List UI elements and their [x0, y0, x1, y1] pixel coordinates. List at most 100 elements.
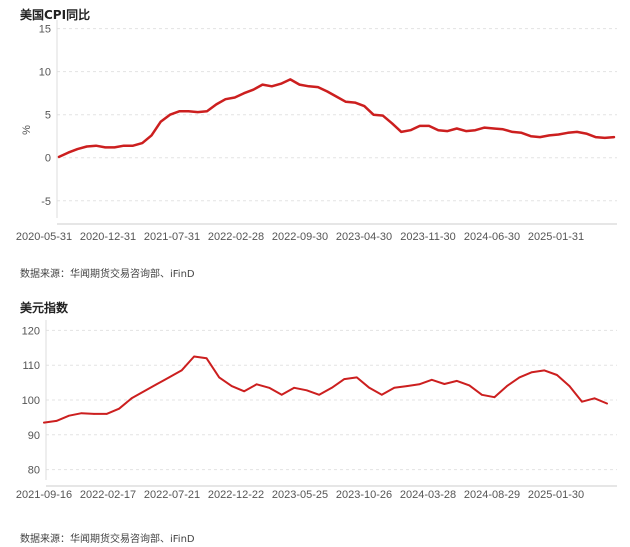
data-point — [335, 95, 338, 98]
data-point — [456, 380, 458, 382]
y-tick-label: 100 — [22, 395, 40, 407]
data-point — [68, 414, 70, 417]
data-point — [474, 129, 477, 131]
data-point — [406, 385, 408, 387]
cpi-line-chart: 15 10 5 0 -5% 2020-05-31 2020-12-31 2021-07-31 2… — [16, 20, 617, 243]
y-tick-label: 110 — [22, 360, 40, 372]
data-point — [80, 412, 83, 414]
data-point — [255, 383, 258, 386]
data-point — [318, 394, 321, 396]
data-point — [43, 421, 45, 424]
x-tick-label: 2021-09-16 — [16, 489, 72, 501]
y-tick-label: 120 — [22, 325, 40, 337]
data-point — [113, 146, 116, 149]
data-point — [155, 383, 158, 386]
data-point — [483, 126, 486, 129]
y-tick-label: 90 — [28, 430, 40, 442]
data-point — [568, 385, 571, 387]
x-tick-label: 2024-06-30 — [464, 231, 520, 243]
dxy-chart-title: 美元指数 — [20, 301, 69, 315]
data-point — [187, 110, 190, 113]
x-tick-label: 2022-02-28 — [208, 231, 264, 243]
cpi-chart-source: 数据来源：华闻期货交易咨询部、iFinD — [20, 269, 195, 280]
y-tick-label: 0 — [45, 153, 51, 165]
data-point — [95, 144, 97, 147]
data-point — [356, 376, 358, 379]
data-point — [58, 156, 60, 158]
data-point — [234, 96, 236, 99]
data-point — [55, 420, 58, 422]
data-point — [456, 127, 458, 130]
data-point — [105, 413, 108, 415]
data-point — [76, 148, 79, 150]
x-tick-label: 2022-12-22 — [208, 489, 264, 501]
data-point — [443, 383, 446, 385]
data-point — [218, 376, 220, 379]
data-point — [252, 88, 255, 91]
data-point — [280, 394, 283, 396]
x-tick-label: 2025-01-31 — [528, 231, 584, 243]
data-point — [593, 397, 596, 400]
data-point — [271, 85, 273, 88]
data-point — [431, 379, 433, 381]
data-point — [289, 78, 292, 81]
data-point — [520, 132, 523, 134]
series-line — [43, 355, 608, 424]
data-point — [613, 136, 615, 138]
data-point — [372, 113, 375, 116]
data-point — [104, 146, 107, 149]
data-point — [261, 83, 264, 86]
x-tick-label: 2025-01-30 — [528, 489, 584, 501]
data-point — [143, 390, 145, 393]
x-tick-label: 2020-05-31 — [16, 231, 72, 243]
x-tick-label: 2023-11-30 — [400, 231, 455, 243]
data-point — [132, 144, 134, 147]
x-tick-label: 2022-02-17 — [80, 489, 136, 501]
data-point — [197, 111, 199, 113]
data-point — [280, 82, 282, 85]
data-point — [468, 384, 471, 387]
data-point — [594, 136, 597, 138]
data-point — [293, 387, 296, 389]
data-point — [363, 105, 366, 107]
data-point — [493, 127, 495, 130]
data-point — [418, 383, 421, 386]
data-point — [308, 85, 310, 88]
data-point — [368, 387, 371, 389]
data-point — [493, 396, 496, 398]
x-tick-label: 2024-08-29 — [464, 489, 520, 501]
data-point — [168, 376, 170, 379]
data-point — [567, 132, 569, 134]
data-point — [343, 378, 346, 380]
x-tick-label: 2023-10-26 — [336, 489, 392, 501]
data-point — [206, 110, 208, 113]
cpi-chart-title: 美国CPI同比 — [20, 8, 91, 22]
x-tick-label: 2022-09-30 — [272, 231, 328, 243]
data-point — [556, 374, 558, 376]
data-point — [428, 125, 430, 127]
data-point — [506, 385, 508, 387]
data-point — [118, 407, 120, 410]
data-point — [123, 144, 125, 147]
dxy-chart-source: 数据来源：华闻期货交易咨询部、iFinD — [20, 534, 195, 545]
data-point — [606, 402, 608, 405]
data-point — [604, 137, 606, 139]
data-point — [391, 122, 393, 125]
y-axis-label: % — [21, 125, 33, 135]
data-point — [243, 92, 245, 94]
data-point — [502, 128, 504, 131]
y-tick-label: -5 — [41, 196, 51, 208]
data-point — [354, 101, 356, 104]
data-point — [178, 110, 181, 113]
data-point — [531, 371, 533, 373]
x-tick-label: 2021-07-31 — [144, 231, 200, 243]
data-point — [180, 369, 183, 372]
data-point — [230, 385, 233, 387]
data-point — [331, 387, 333, 389]
data-point — [543, 369, 546, 372]
data-point — [67, 151, 70, 154]
y-tick-label: 80 — [28, 465, 40, 477]
x-tick-label: 2020-12-31 — [80, 231, 136, 243]
x-tick-label: 2022-07-21 — [144, 489, 200, 501]
data-point — [518, 376, 521, 379]
